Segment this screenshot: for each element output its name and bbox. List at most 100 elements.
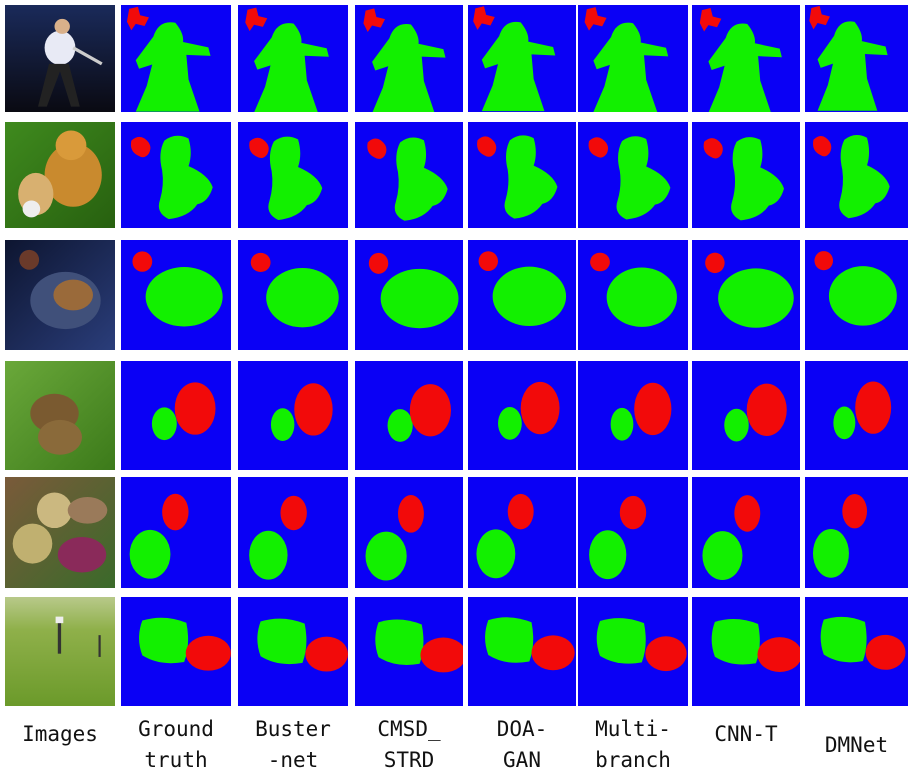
- result-mask: [121, 122, 231, 228]
- red-region: [175, 382, 216, 434]
- result-mask: [578, 477, 688, 588]
- result-mask: [692, 122, 800, 228]
- cell-content: [121, 122, 231, 228]
- result-mask: [692, 361, 800, 470]
- green-region: [498, 407, 522, 440]
- cell-content: [355, 5, 463, 113]
- input-image: [5, 361, 115, 470]
- green-region: [139, 618, 188, 663]
- red-region: [842, 494, 867, 528]
- photo-shape: [53, 280, 93, 311]
- cell-content: [468, 240, 576, 350]
- cell-content: [578, 122, 688, 228]
- red-region: [420, 638, 466, 673]
- green-region: [712, 619, 760, 664]
- red-region: [532, 635, 575, 670]
- photo-shape: [99, 635, 101, 657]
- column-label: DMNet: [825, 733, 888, 757]
- result-mask: [121, 361, 231, 470]
- result-mask: [805, 122, 908, 228]
- result-mask: [692, 5, 800, 113]
- red-region: [866, 635, 906, 670]
- cell-content: [121, 477, 231, 588]
- green-region: [813, 529, 849, 578]
- green-region: [476, 529, 515, 578]
- red-region: [855, 381, 891, 433]
- cell-content: [238, 240, 348, 350]
- result-mask: [468, 361, 576, 470]
- column-label: Ground: [138, 717, 214, 741]
- result-mask: [355, 240, 463, 350]
- cell-content: [5, 122, 115, 228]
- green-region: [702, 531, 742, 580]
- green-region: [493, 267, 566, 326]
- cell-content: [355, 122, 463, 228]
- cell-content: [692, 361, 800, 470]
- cell-content: [5, 5, 115, 112]
- result-mask: [805, 477, 908, 588]
- green-region: [146, 267, 223, 326]
- figure: ImagesGroundtruthBuster-netCMSD_STRDDOA-…: [0, 0, 908, 773]
- red-region: [747, 384, 787, 436]
- red-region: [369, 253, 388, 274]
- red-region: [132, 251, 152, 271]
- result-mask: [578, 361, 688, 470]
- green-region: [375, 619, 423, 664]
- input-image: [5, 122, 115, 228]
- result-mask: [578, 597, 688, 706]
- result-mask: [121, 5, 231, 112]
- red-region: [814, 251, 833, 270]
- cell-content: [805, 477, 908, 588]
- result-mask: [238, 240, 348, 350]
- cell-content: [121, 240, 231, 350]
- green-region: [485, 617, 533, 662]
- red-region: [508, 494, 534, 530]
- column-label: -net: [268, 748, 319, 772]
- green-region: [611, 408, 634, 441]
- cell-content: [238, 597, 348, 706]
- green-region: [271, 408, 294, 441]
- result-mask: [355, 5, 463, 113]
- cell-content: [578, 5, 688, 112]
- result-mask: [805, 5, 908, 112]
- cell-content: [805, 122, 908, 228]
- result-mask: [578, 122, 688, 228]
- result-mask: [805, 361, 908, 470]
- green-region: [365, 532, 406, 581]
- cell-content: [805, 5, 908, 112]
- input-image: [5, 5, 115, 112]
- green-region: [597, 618, 646, 663]
- cell-content: [468, 361, 576, 470]
- mask-background: [578, 361, 688, 470]
- red-region: [705, 253, 724, 273]
- red-region: [590, 253, 610, 272]
- cell-content: [468, 122, 576, 228]
- result-mask: [355, 477, 463, 588]
- green-region: [589, 530, 626, 579]
- result-mask: [805, 240, 908, 350]
- input-image: [5, 477, 115, 588]
- cell-content: [578, 477, 688, 588]
- result-mask: [355, 122, 463, 228]
- cell-content: [805, 361, 908, 470]
- red-region: [645, 636, 686, 671]
- result-mask: [121, 477, 231, 588]
- cell-content: [5, 597, 115, 706]
- photo-shape: [19, 250, 39, 270]
- cell-content: [121, 361, 231, 470]
- cell-content: [805, 240, 908, 350]
- cell-content: [692, 5, 800, 113]
- green-region: [130, 530, 171, 579]
- green-region: [249, 531, 287, 580]
- column-label: Images: [22, 722, 98, 746]
- red-region: [479, 251, 498, 271]
- result-mask: [468, 240, 576, 350]
- cell-content: [355, 361, 463, 470]
- red-region: [162, 494, 188, 531]
- photo-shape: [56, 130, 87, 160]
- result-mask: [468, 5, 576, 112]
- photo-shape: [58, 621, 61, 654]
- result-mask: [805, 597, 908, 706]
- result-mask: [692, 597, 802, 706]
- cell-content: [355, 477, 463, 588]
